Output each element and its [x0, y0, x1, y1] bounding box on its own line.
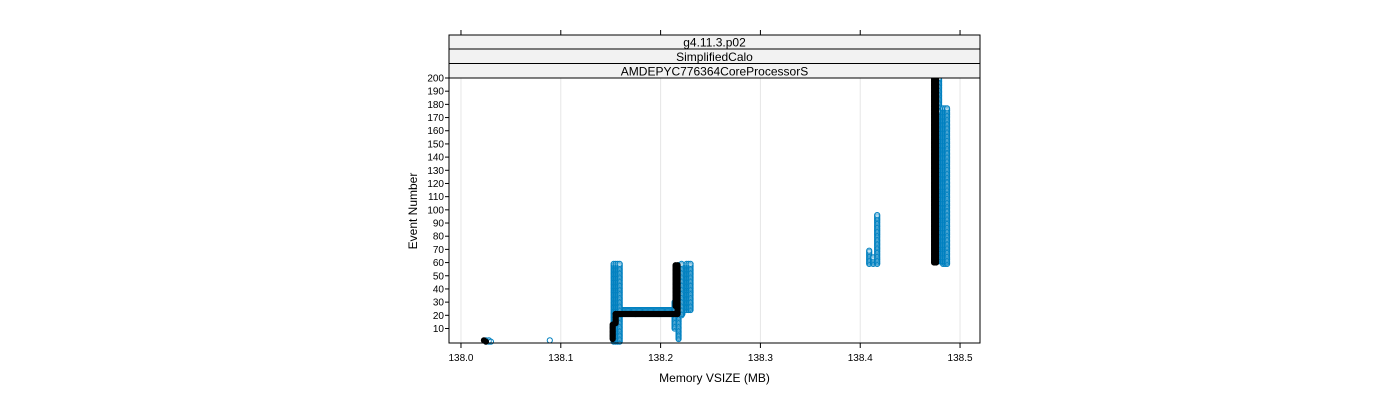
- strip-2-label: SimplifiedCalo: [676, 50, 753, 64]
- y-tick-label-14: 150: [427, 139, 444, 150]
- y-tick-label-11: 120: [427, 179, 444, 190]
- y-tick-label-4: 50: [433, 271, 445, 282]
- x-tick-label-1: 138.1: [548, 353, 573, 364]
- data-point-1521: [674, 262, 681, 269]
- x-tick-label-2: 138.2: [648, 353, 673, 364]
- y-tick-label-8: 90: [433, 219, 445, 230]
- y-tick-label-3: 40: [433, 284, 445, 295]
- y-tick-label-18: 190: [427, 87, 444, 98]
- data-point-1451: [612, 310, 619, 318]
- y-tick-label-5: 60: [433, 258, 445, 269]
- strip-1-label: g4.11.3.p02: [683, 36, 746, 50]
- y-tick-label-17: 180: [427, 100, 444, 111]
- y-tick-label-13: 140: [427, 153, 444, 164]
- data-point-479: [616, 260, 623, 267]
- y-tick-label-6: 70: [433, 245, 445, 256]
- grid-layer: [460, 78, 961, 343]
- data-point-1374: [546, 337, 553, 344]
- x-tick-label-4: 138.4: [848, 353, 873, 364]
- panel-border: [448, 77, 981, 344]
- strip-3: AMDEPYC776364CoreProcessorS: [448, 63, 981, 79]
- y-tick-label-16: 170: [427, 113, 444, 124]
- x-axis: 138.0 138.1 138.2 138.3 138.4 138.5: [448, 30, 973, 364]
- x-axis-title: Memory VSIZE (MB): [659, 371, 770, 385]
- x-tick-label-3: 138.3: [748, 353, 773, 364]
- y-tick-label-1: 20: [433, 311, 445, 322]
- y-tick-label-7: 80: [433, 232, 445, 243]
- data-point-716: [866, 247, 873, 254]
- data-point-705: [687, 260, 694, 267]
- strip-3-label: AMDEPYC776364CoreProcessorS: [621, 65, 808, 79]
- y-tick-label-15: 160: [427, 126, 444, 137]
- y-tick-label-12: 130: [427, 166, 444, 177]
- strip-2: SimplifiedCalo: [448, 48, 981, 64]
- y-axis-title: Event Number: [406, 173, 420, 250]
- data-point-1372: [943, 105, 951, 112]
- strip-1: g4.11.3.p02: [448, 34, 981, 50]
- x-tick-label-5: 138.5: [948, 353, 973, 364]
- y-tick-label-2: 30: [433, 298, 445, 309]
- y-axis: 10 20 30 40 50 60 70 80 90 100 110 120 130 140 150 160 1…: [427, 74, 449, 335]
- y-tick-label-19: 200: [427, 74, 444, 85]
- data-marks: [480, 74, 951, 345]
- y-tick-label-10: 110: [428, 192, 444, 203]
- data-point-760: [874, 212, 881, 219]
- strip-3-background: [448, 63, 981, 79]
- x-tick-label-0: 138.0: [448, 353, 473, 364]
- y-tick-label-9: 100: [427, 205, 444, 216]
- y-tick-label-0: 10: [433, 324, 445, 335]
